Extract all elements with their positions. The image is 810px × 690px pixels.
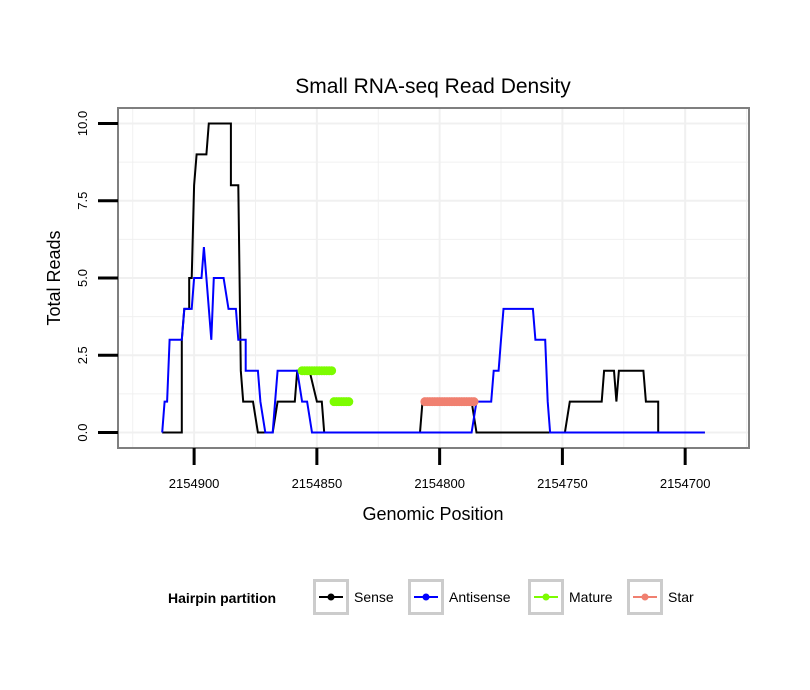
- y-tick-label: 2.5: [75, 346, 90, 364]
- x-tick-label: 2154700: [660, 476, 711, 491]
- chart-title: Small RNA-seq Read Density: [295, 75, 571, 98]
- legend-key-dot: [422, 593, 430, 601]
- x-tick-label: 2154900: [169, 476, 220, 491]
- series-antisense-line: [161, 247, 705, 434]
- legend-label-mature: Mature: [569, 589, 613, 605]
- legend-key-dot: [641, 593, 649, 601]
- legend-key-dot: [327, 593, 335, 601]
- legend-label-antisense: Antisense: [449, 589, 511, 605]
- legend-item-antisense: Antisense: [408, 579, 511, 615]
- series-lines: [161, 122, 705, 434]
- y-tick-label: 7.5: [75, 192, 90, 210]
- series-mature: [297, 366, 354, 407]
- y-tick-label: 10.0: [75, 111, 90, 136]
- legend-item-star: Star: [627, 579, 694, 615]
- series-mature-point: [344, 397, 354, 407]
- x-tick-label: 2154850: [292, 476, 343, 491]
- x-tick-label: 2154750: [537, 476, 588, 491]
- series-star: [420, 397, 479, 407]
- legend-item-sense: Sense: [313, 579, 394, 615]
- legend-title: Hairpin partition: [168, 590, 276, 606]
- x-axis-title: Genomic Position: [362, 504, 503, 524]
- y-tick-label: 5.0: [75, 269, 90, 287]
- x-axis: 2154900 2154850 2154800 2154750 2154700: [169, 448, 711, 491]
- legend: Hairpin partition Sense Antisense Mature St…: [168, 579, 694, 615]
- y-tick-label: 0.0: [75, 424, 90, 442]
- legend-item-mature: Mature: [528, 579, 613, 615]
- series-star-point: [469, 397, 479, 407]
- legend-label-sense: Sense: [354, 589, 394, 605]
- y-axis: 0.0 2.5 5.0 7.5 10.0: [75, 111, 118, 442]
- x-tick-label: 2154800: [414, 476, 465, 491]
- y-axis-title: Total Reads: [44, 230, 64, 325]
- legend-key-dot: [542, 593, 550, 601]
- series-sense-line: [162, 122, 705, 434]
- series-mature-point: [327, 366, 337, 376]
- legend-label-star: Star: [668, 589, 694, 605]
